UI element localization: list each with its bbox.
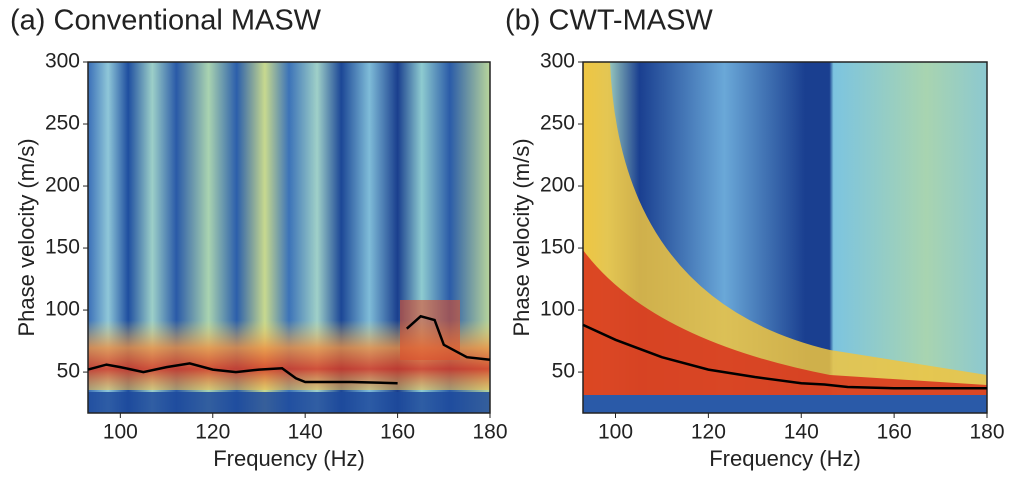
x-tick-label: 160 [380, 421, 415, 444]
y-tick-label: 250 [45, 112, 80, 135]
x-tick-label: 100 [103, 421, 138, 444]
x-tick-label: 140 [288, 421, 323, 444]
y-tick-label: 100 [540, 298, 575, 321]
x-tick-label: 120 [691, 421, 726, 444]
x-tick-label: 120 [195, 421, 230, 444]
heatmap-a [88, 62, 490, 413]
x-tick-label: 160 [877, 421, 912, 444]
y-tick-label: 50 [552, 360, 575, 383]
plot-frame [87, 61, 491, 414]
y-tick-label: 300 [45, 50, 80, 73]
y-tick-label: 300 [540, 50, 575, 73]
y-tick-label: 150 [540, 236, 575, 259]
dispersion-curve [582, 323, 987, 390]
x-axis-label: Frequency (Hz) [213, 446, 365, 471]
y-axis-label: Phase velocity (m/s) [14, 138, 39, 336]
y-tick-label: 50 [57, 360, 80, 383]
dispersion-curve [87, 314, 491, 385]
y-tick-label: 200 [540, 174, 575, 197]
x-tick-label: 180 [969, 421, 1004, 444]
chart-title: (b) CWT-MASW [505, 5, 713, 37]
chart-title: (a) Conventional MASW [10, 5, 322, 37]
x-tick-label: 140 [784, 421, 819, 444]
y-tick-label: 200 [45, 174, 80, 197]
x-tick-label: 100 [598, 421, 633, 444]
heatmap-b [583, 62, 987, 413]
y-tick-label: 100 [45, 298, 80, 321]
plot-frame [582, 61, 988, 414]
x-tick-label: 180 [472, 421, 507, 444]
y-tick-label: 150 [45, 236, 80, 259]
y-tick-label: 250 [540, 112, 575, 135]
y-axis-label: Phase velocity (m/s) [509, 138, 534, 336]
x-axis-label: Frequency (Hz) [709, 446, 861, 471]
